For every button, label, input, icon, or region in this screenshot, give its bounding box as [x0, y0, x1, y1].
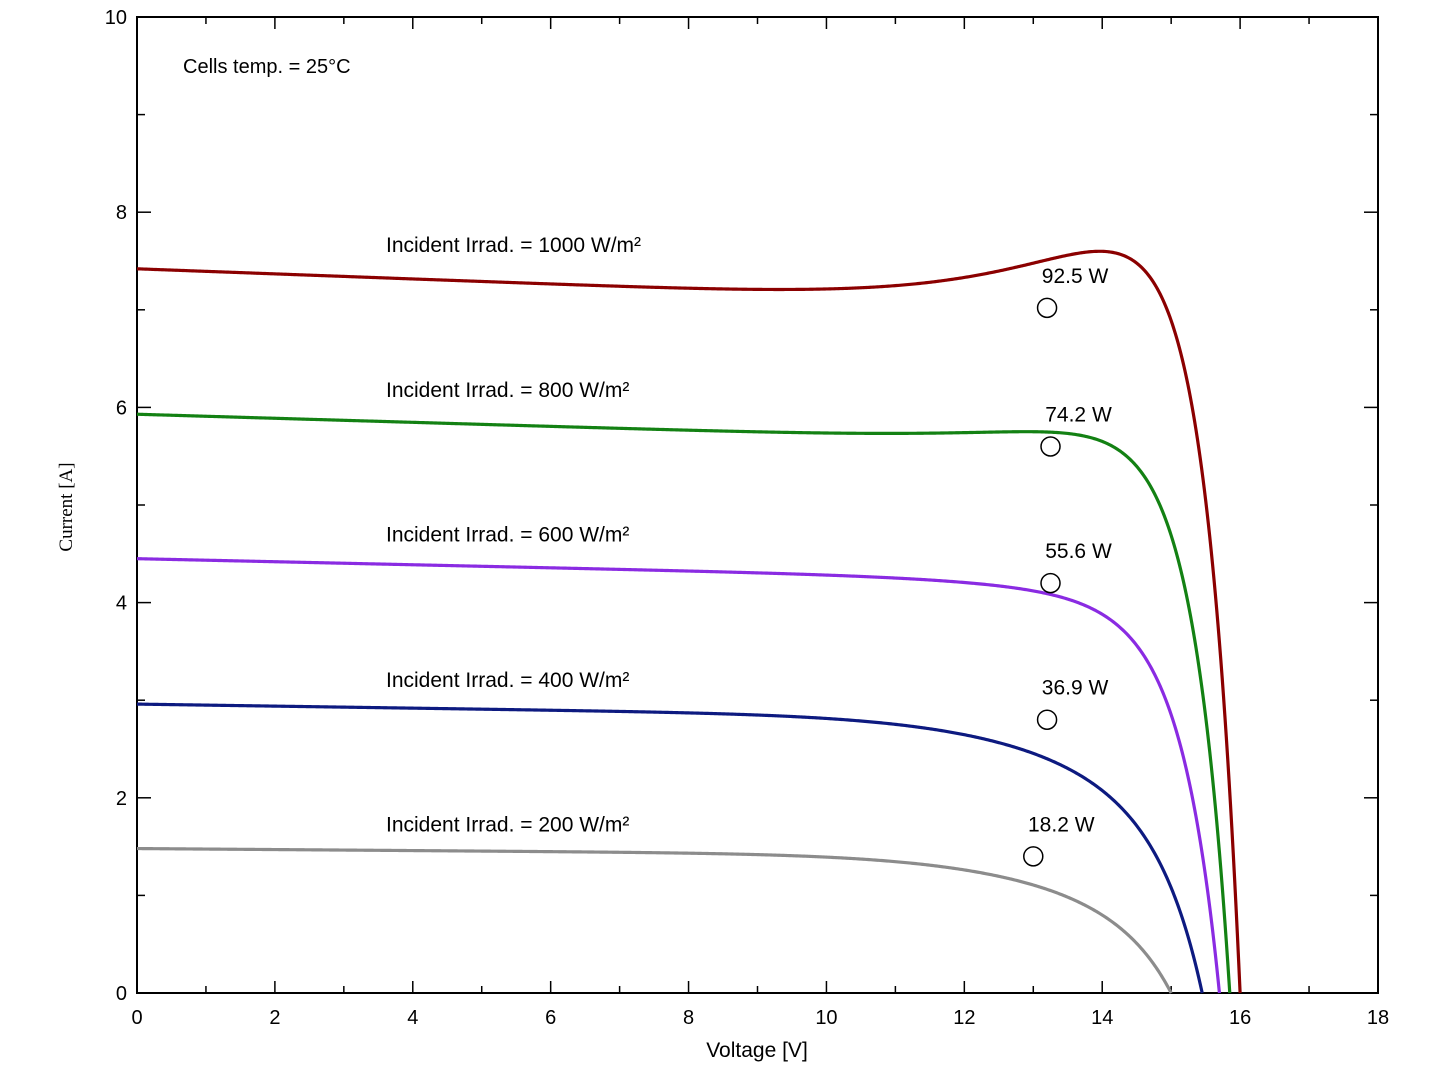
series-line-4	[136, 846, 1173, 994]
x-tick-label: 4	[407, 1007, 418, 1029]
mpp-marker-1	[1040, 436, 1061, 457]
x-axis-label: Voltage [V]	[706, 1039, 808, 1062]
x-tick-label: 16	[1229, 1007, 1251, 1029]
mpp-label-2: 55.6 W	[1045, 540, 1112, 563]
mpp-label-3: 36.9 W	[1042, 677, 1109, 700]
series-label-3: Incident Irrad. = 400 W/m²	[386, 669, 629, 692]
y-tick-label: 2	[116, 788, 127, 810]
mpp-marker-4	[1023, 846, 1044, 867]
axis-ticks	[136, 16, 1379, 994]
series-curves	[136, 249, 1242, 994]
x-tick-label: 2	[269, 1007, 280, 1029]
x-tick-label: 0	[131, 1007, 142, 1029]
mpp-label-1: 74.2 W	[1045, 403, 1112, 426]
series-line-0	[136, 249, 1242, 994]
annotation-text: Cells temp. = 25°C	[183, 56, 351, 78]
y-axis-label: Current [A]	[56, 462, 77, 551]
series-label-4: Incident Irrad. = 200 W/m²	[386, 814, 629, 837]
x-tick-label: 6	[545, 1007, 556, 1029]
y-tick-label: 10	[105, 7, 127, 29]
mpp-label-0: 92.5 W	[1042, 265, 1109, 288]
y-tick-label: 4	[116, 593, 127, 615]
x-tick-label: 14	[1091, 1007, 1113, 1029]
mpp-marker-3	[1036, 709, 1058, 730]
y-tick-label: 6	[116, 397, 127, 419]
mpp-marker-2	[1040, 572, 1061, 594]
x-tick-label: 8	[683, 1007, 694, 1029]
mpp-marker-0	[1036, 297, 1058, 319]
y-tick-label: 8	[116, 202, 127, 224]
series-line-3	[136, 702, 1204, 994]
series-label-1: Incident Irrad. = 800 W/m²	[386, 379, 629, 402]
x-tick-label: 18	[1367, 1007, 1389, 1029]
mpp-label-4: 18.2 W	[1028, 813, 1095, 836]
series-line-2	[136, 557, 1222, 994]
plot-area	[136, 16, 1379, 994]
x-tick-label: 10	[815, 1007, 837, 1029]
series-label-2: Incident Irrad. = 600 W/m²	[386, 524, 629, 547]
series-label-0: Incident Irrad. = 1000 W/m²	[386, 234, 641, 257]
y-tick-label: 0	[116, 983, 127, 1005]
x-tick-label: 12	[953, 1007, 975, 1029]
series-line-1	[136, 412, 1232, 994]
series-labels: Incident Irrad. = 1000 W/m² Incident Irra…	[386, 234, 641, 837]
mpp-markers: 92.5 W 74.2 W 55.6 W 36.9 W 18.2 W	[1023, 265, 1112, 867]
tick-labels: 0 2 4 6 8 10 12 14 16 18 0 2 4 6 8 10	[105, 7, 1389, 1029]
